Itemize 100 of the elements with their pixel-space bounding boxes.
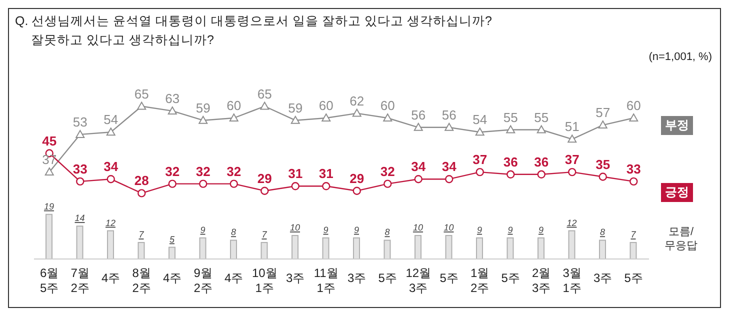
x-tick-label: 5주 xyxy=(378,271,397,285)
point xyxy=(537,170,546,178)
point xyxy=(506,170,515,178)
x-tick-label: 3주 xyxy=(348,271,366,285)
bar xyxy=(476,237,483,259)
x-tick-label: 6월 5주 xyxy=(40,266,59,295)
data-label: 33 xyxy=(626,161,641,176)
x-tick-label: 5주 xyxy=(624,271,643,285)
data-label: 32 xyxy=(380,164,395,179)
data-label: 32 xyxy=(226,164,242,179)
data-label: 54 xyxy=(472,112,488,128)
data-label: 59 xyxy=(196,100,210,116)
point xyxy=(291,182,300,190)
data-label: 10 xyxy=(444,222,454,232)
data-label: 62 xyxy=(350,93,364,108)
x-tick-label: 5주 xyxy=(501,271,520,285)
data-label: 53 xyxy=(72,114,88,130)
data-label: 35 xyxy=(596,156,610,172)
data-label: 29 xyxy=(257,170,272,186)
data-label: 9 xyxy=(508,224,513,235)
x-tick-label: 10월 1주 xyxy=(252,266,278,295)
point xyxy=(475,128,484,136)
data-label: 34 xyxy=(104,159,119,174)
point xyxy=(445,175,454,184)
point xyxy=(384,180,392,188)
text: 부정 xyxy=(661,116,693,135)
x-tick-label: 2월 3주 xyxy=(532,266,551,295)
data-label: 9 xyxy=(354,224,360,235)
point xyxy=(536,125,546,134)
point xyxy=(76,130,85,138)
point xyxy=(444,122,454,131)
data-label: 8 xyxy=(600,227,606,238)
x-tick-label: 5주 xyxy=(440,271,458,285)
point xyxy=(598,120,608,129)
point xyxy=(568,168,576,176)
data-label: 37 xyxy=(564,152,580,168)
data-label: 65 xyxy=(134,86,149,102)
point xyxy=(506,125,516,134)
bar xyxy=(230,240,237,259)
bar xyxy=(568,230,576,259)
bar xyxy=(322,237,330,259)
x-tick-label: 12월 3주 xyxy=(406,266,432,295)
x-tick-label: 3주 xyxy=(286,271,305,285)
chart-title: Q. 선생님께서는 윤석열 대통령이 대통령으로서 일을 잘하고 있다고 생각하십니까? 잘못하고 있다고 생각하십니까? xyxy=(15,13,492,49)
data-label: 12 xyxy=(105,218,116,228)
x-tick-label: 11월 1주 xyxy=(314,266,338,295)
point xyxy=(290,116,300,124)
data-label: 60 xyxy=(380,98,395,113)
data-label: 56 xyxy=(411,107,426,122)
bar xyxy=(506,237,514,259)
x-tick-label: 8월 2주 xyxy=(132,266,151,295)
bar xyxy=(630,242,637,259)
point xyxy=(383,114,392,122)
x-tick-label: 4주 xyxy=(224,271,244,285)
data-label: 31 xyxy=(318,166,334,182)
point xyxy=(137,102,146,110)
data-label: 63 xyxy=(165,90,180,106)
data-label: 19 xyxy=(44,201,54,212)
data-label: 7 xyxy=(138,230,145,240)
bar xyxy=(292,235,298,259)
x-tick-label: 4주 xyxy=(163,271,182,285)
x-tick-label: 7월 2주 xyxy=(70,266,90,295)
data-label: 57 xyxy=(596,105,610,120)
bar xyxy=(199,237,206,259)
point xyxy=(44,168,54,176)
bar xyxy=(46,214,52,259)
point xyxy=(629,114,638,122)
data-label: 56 xyxy=(442,107,456,122)
bar xyxy=(414,235,422,259)
data-label: 7 xyxy=(262,230,268,240)
point xyxy=(630,177,638,186)
data-label: 9 xyxy=(200,224,206,235)
bar xyxy=(538,237,544,259)
data-label: 7 xyxy=(630,230,637,240)
point xyxy=(168,106,177,114)
point xyxy=(322,182,330,190)
data-label: 37 xyxy=(42,152,57,168)
data-label: 59 xyxy=(288,100,303,116)
point xyxy=(138,189,146,198)
point xyxy=(598,172,607,181)
point xyxy=(322,114,331,122)
data-label: 9 xyxy=(476,224,482,235)
text: 모름/무응답 xyxy=(664,225,698,253)
point xyxy=(260,102,270,110)
data-label: 10 xyxy=(290,222,300,232)
point xyxy=(229,114,238,122)
data-label: 60 xyxy=(226,98,242,113)
data-label: 55 xyxy=(503,110,518,125)
data-label: 34 xyxy=(411,159,426,174)
bar xyxy=(260,242,268,259)
x-tick-label: 9월 2주 xyxy=(194,266,212,295)
point xyxy=(414,175,422,184)
point xyxy=(568,134,577,143)
data-label: 32 xyxy=(196,164,210,179)
data-label: 32 xyxy=(165,164,180,179)
x-tick-label: 1월 2주 xyxy=(470,266,490,295)
data-label: 34 xyxy=(442,159,458,174)
point xyxy=(476,168,484,176)
data-label: 12 xyxy=(566,218,577,228)
point xyxy=(76,177,84,186)
